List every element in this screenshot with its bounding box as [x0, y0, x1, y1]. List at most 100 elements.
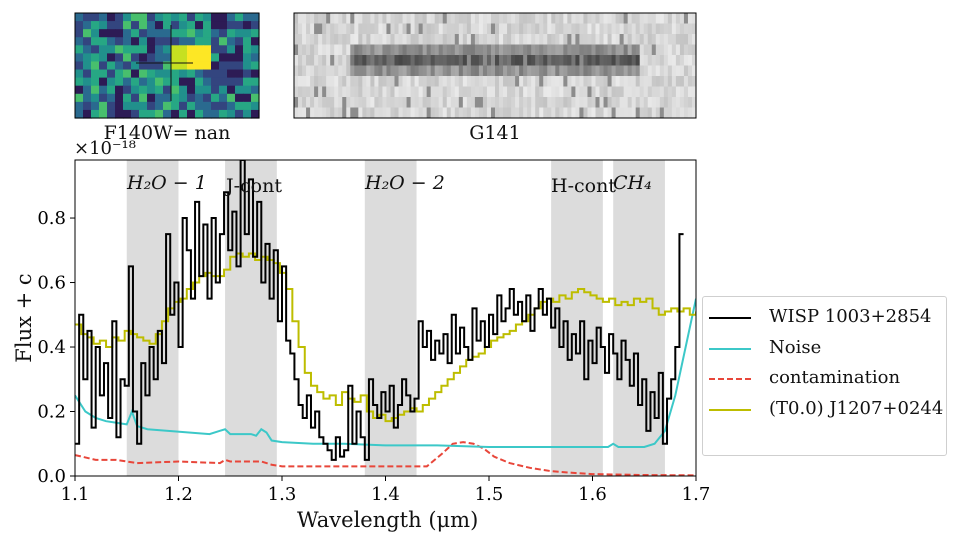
grism-pixel-8-24 — [390, 97, 395, 108]
grism-pixel-3-35 — [434, 44, 440, 56]
legend: WISP 1003+2854 Noise contamination (T0.0… — [702, 296, 947, 456]
grism-pixel-0-88 — [647, 13, 653, 24]
grism-pixel-1-72 — [583, 23, 588, 35]
grism-pixel-9-14 — [350, 107, 355, 119]
grism-pixel-8-8 — [326, 97, 331, 108]
grism-pixel-9-92 — [663, 107, 669, 119]
grism-pixel-5-75 — [595, 65, 601, 77]
direct-pixel-7-0 — [75, 69, 84, 79]
grism-pixel-6-24 — [390, 76, 395, 87]
direct-pixel-9-7 — [131, 85, 140, 95]
grism-pixel-0-52 — [503, 13, 508, 24]
grism-pixel-6-84 — [631, 76, 637, 87]
y-tick-label-0: 0.0 — [37, 466, 66, 487]
direct-pixel-10-21 — [243, 93, 252, 103]
grism-pixel-7-94 — [671, 86, 677, 98]
grism-pixel-3-83 — [627, 44, 633, 56]
grism-pixel-4-64 — [551, 55, 556, 66]
direct-pixel-5-15 — [195, 53, 204, 63]
grism-pixel-2-97 — [683, 34, 689, 45]
grism-pixel-3-39 — [450, 44, 456, 56]
grism-pixel-7-38 — [446, 86, 452, 98]
grism-pixel-3-33 — [426, 44, 432, 56]
grism-pixel-9-94 — [671, 107, 677, 119]
grism-pixel-0-31 — [418, 13, 424, 24]
grism-pixel-5-28 — [406, 65, 412, 77]
grism-pixel-2-70 — [575, 34, 580, 45]
grism-pixel-5-39 — [450, 65, 456, 77]
grism-pixel-4-93 — [667, 55, 673, 66]
grism-pixel-0-3 — [306, 13, 311, 24]
grism-pixel-3-93 — [667, 44, 673, 56]
grism-pixel-9-24 — [390, 107, 395, 119]
grism-pixel-1-82 — [623, 23, 629, 35]
grism-pixel-4-16 — [358, 55, 363, 66]
direct-pixel-8-10 — [155, 77, 164, 87]
direct-pixel-1-8 — [139, 21, 148, 30]
grism-pixel-5-56 — [519, 65, 524, 77]
band-label-ch4: CH₄ — [613, 172, 652, 194]
grism-pixel-6-83 — [627, 76, 633, 87]
direct-pixel-12-21 — [243, 109, 252, 119]
grism-pixel-4-57 — [523, 55, 528, 66]
grism-pixel-3-3 — [306, 44, 311, 56]
grism-pixel-9-55 — [515, 107, 520, 119]
grism-pixel-6-58 — [527, 76, 532, 87]
grism-pixel-3-8 — [326, 44, 331, 56]
grism-pixel-6-49 — [490, 76, 496, 87]
grism-pixel-0-74 — [591, 13, 596, 24]
grism-pixel-5-37 — [442, 65, 448, 77]
grism-pixel-6-68 — [567, 76, 572, 87]
grism-pixel-1-36 — [438, 23, 444, 35]
direct-pixel-8-13 — [179, 77, 188, 87]
direct-pixel-2-7 — [131, 29, 140, 38]
series-line-noise — [75, 298, 696, 448]
grism-pixel-9-47 — [482, 107, 488, 119]
grism-pixel-7-35 — [434, 86, 440, 98]
direct-pixel-2-17 — [211, 29, 220, 38]
grism-pixel-7-75 — [595, 86, 601, 98]
direct-pixel-6-13 — [179, 61, 188, 71]
grism-pixel-6-54 — [511, 76, 516, 87]
direct-pixel-3-8 — [139, 37, 148, 46]
grism-pixel-1-4 — [310, 23, 315, 35]
grism-pixel-9-87 — [643, 107, 649, 119]
direct-pixel-9-14 — [187, 85, 196, 95]
grism-pixel-5-98 — [687, 65, 693, 77]
y-offset-text: ×10⁻¹⁸ — [74, 138, 136, 159]
grism-pixel-7-84 — [631, 86, 637, 98]
grism-pixel-4-60 — [535, 55, 540, 66]
grism-pixel-2-43 — [466, 34, 472, 45]
grism-pixel-0-37 — [442, 13, 448, 24]
direct-pixel-11-14 — [187, 101, 196, 111]
grism-pixel-2-48 — [486, 34, 492, 45]
grism-pixel-2-40 — [454, 34, 460, 45]
grism-pixel-6-11 — [338, 76, 343, 87]
direct-pixel-7-19 — [227, 69, 236, 79]
grism-pixel-7-63 — [547, 86, 552, 98]
grism-pixel-6-70 — [575, 76, 580, 87]
direct-pixel-0-17 — [211, 13, 220, 22]
grism-pixel-8-64 — [551, 97, 556, 108]
x-tick-label-4: 1.5 — [475, 484, 504, 505]
grism-pixel-2-23 — [386, 34, 391, 45]
grism-pixel-1-42 — [462, 23, 468, 35]
band-label-h2o-2: H₂O − 2 — [365, 172, 445, 194]
grism-pixel-3-90 — [655, 44, 661, 56]
direct-pixel-6-21 — [243, 61, 252, 71]
grism-pixel-5-96 — [679, 65, 685, 77]
grism-pixel-8-6 — [318, 97, 323, 108]
x-tick-label-6: 1.7 — [682, 484, 711, 505]
grism-pixel-8-69 — [571, 97, 576, 108]
grism-pixel-2-90 — [655, 34, 661, 45]
direct-pixel-2-11 — [163, 29, 172, 38]
grism-pixel-3-97 — [683, 44, 689, 56]
grism-pixel-8-54 — [511, 97, 516, 108]
grism-pixel-7-72 — [583, 86, 588, 98]
grism-pixel-1-22 — [382, 23, 387, 35]
grism-pixel-1-78 — [607, 23, 613, 35]
grism-pixel-0-72 — [583, 13, 588, 24]
grism-pixel-1-2 — [302, 23, 307, 35]
grism-pixel-9-72 — [583, 107, 588, 119]
direct-pixel-4-5 — [115, 45, 124, 54]
